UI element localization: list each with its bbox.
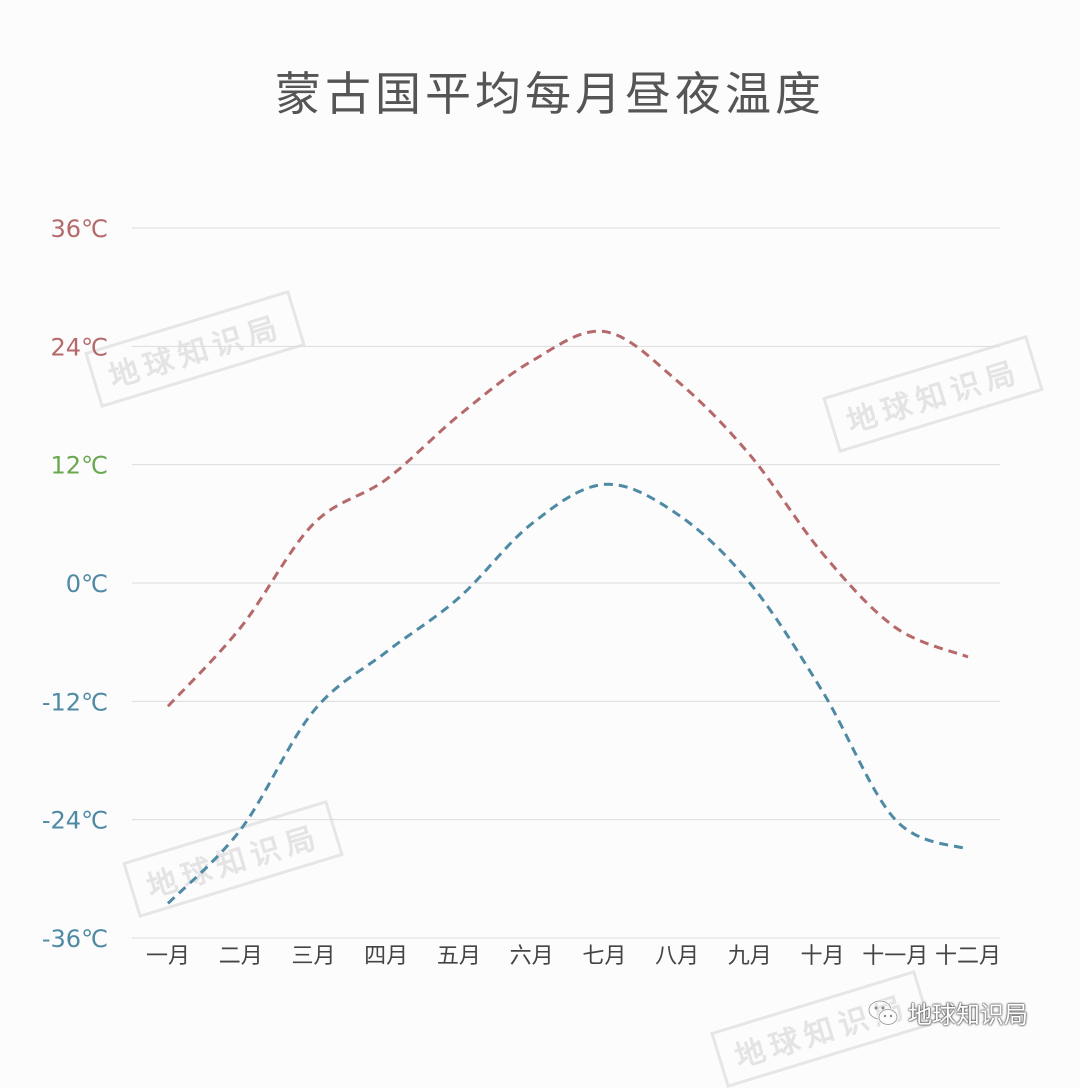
chart-plot: 36℃ 24℃ 12℃ 0℃ -12℃ -24℃ -36℃ 一月 二月 三月 四月 五月 六月 七月 八月 九… (42, 215, 1001, 969)
x-tick-label: 一月 (146, 944, 190, 969)
y-tick-label: 36℃ (51, 215, 109, 243)
y-tick-label: -24℃ (42, 807, 108, 835)
brand: 地球知识局 (866, 995, 1028, 1030)
x-tick-label: 六月 (510, 944, 554, 969)
x-tick-label: 三月 (291, 944, 335, 969)
x-tick-label: 十一月 (862, 944, 928, 969)
series-line-night (166, 482, 969, 905)
x-tick-label: 七月 (582, 944, 626, 969)
wechat-icon (867, 999, 899, 1026)
x-tick-label: 五月 (437, 944, 481, 969)
y-tick-label: 24℃ (51, 333, 109, 361)
x-tick-label: 二月 (219, 944, 263, 969)
x-tick-label: 十月 (801, 944, 845, 969)
brand-label: 地球知识局 (908, 1001, 1028, 1029)
chart-title: 蒙古国平均每月昼夜温度 (275, 67, 825, 121)
y-tick-label: 0℃ (66, 570, 108, 598)
y-tick-label: -12℃ (42, 688, 108, 716)
x-tick-label: 十二月 (935, 944, 1001, 969)
x-tick-label: 四月 (364, 944, 408, 969)
series-line-day (166, 329, 969, 708)
y-tick-label: -36℃ (42, 925, 108, 953)
x-tick-label: 八月 (655, 944, 699, 969)
y-tick-label: 12℃ (51, 452, 109, 480)
x-tick-label: 九月 (728, 944, 772, 969)
